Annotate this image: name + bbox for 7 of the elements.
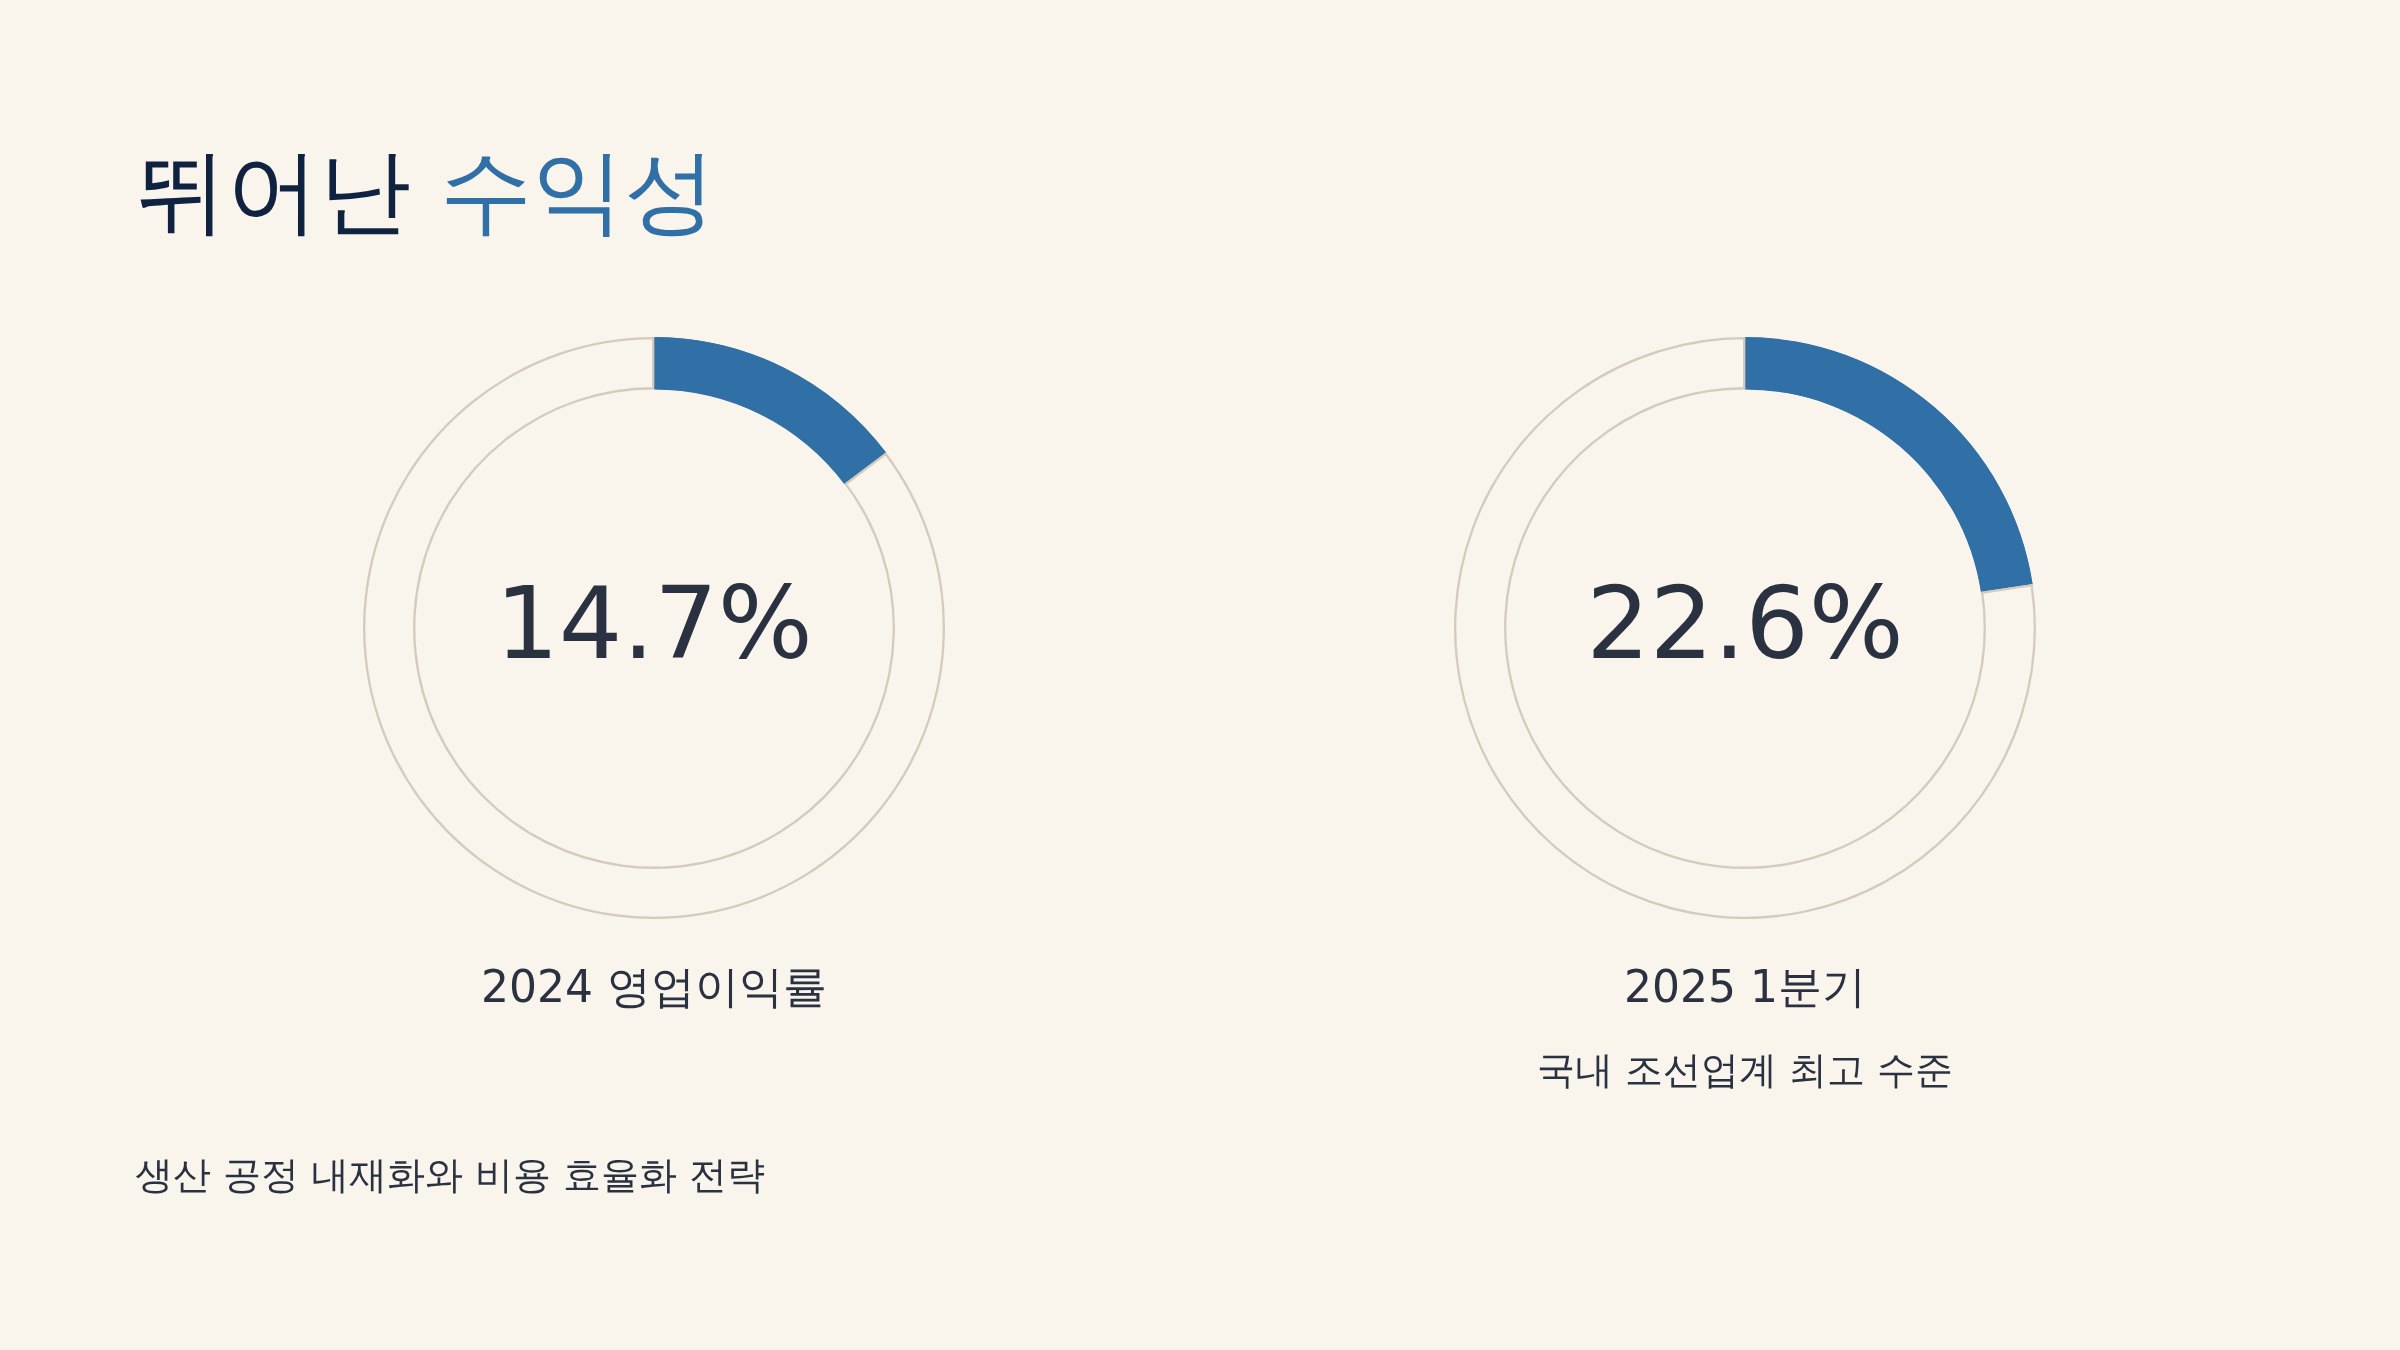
text: 생산 공정 내재화와 비용 효율화 전략 bbox=[135, 1152, 766, 1199]
chart-title: 뛰어난 수익성 bbox=[135, 138, 717, 245]
text: 2025 1분기 bbox=[1623, 960, 1867, 1014]
text: 2024 영업이익률 bbox=[480, 960, 828, 1014]
data-label: 14.7% bbox=[495, 564, 813, 682]
text: 국내 조선업계 최고 수준 bbox=[1535, 1047, 1955, 1094]
data-label: 22.6% bbox=[1586, 564, 1904, 682]
